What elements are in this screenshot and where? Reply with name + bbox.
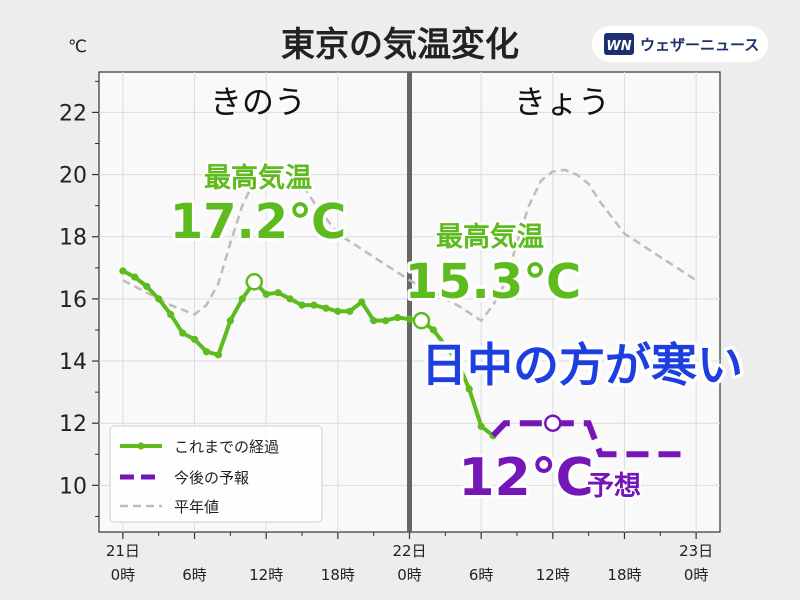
- forecast-value: 12℃: [458, 448, 593, 508]
- observed-point: [429, 326, 437, 334]
- x-tick-label-hour: 12時: [536, 566, 570, 584]
- series-observed: [119, 267, 497, 440]
- normal-line: [122, 168, 697, 323]
- logo-pill: [592, 26, 768, 62]
- today-max-value: 15.3℃: [405, 254, 582, 310]
- observed-point: [358, 298, 366, 306]
- observed-point: [334, 307, 342, 315]
- y-unit-label: ℃: [68, 37, 87, 57]
- highlight-marker: [412, 311, 431, 330]
- logo-brand: ウェザーニュース: [640, 36, 759, 54]
- observed-point: [298, 301, 306, 309]
- observed-point: [119, 267, 127, 275]
- x-tick-label-day: 21日: [106, 542, 140, 560]
- observed-point: [131, 273, 139, 281]
- day-label-today: きょう: [514, 83, 610, 121]
- observed-point: [143, 282, 151, 291]
- legend-observed-marker: [137, 442, 145, 450]
- observed-point: [155, 295, 163, 303]
- legend-normal-label: 平年値: [174, 498, 219, 516]
- y-axis-ticks: 10 12 14 16 18 20 22: [59, 80, 99, 517]
- y-tick-label: 14: [59, 350, 87, 375]
- observed-point: [167, 310, 175, 319]
- observed-point: [238, 295, 246, 303]
- observed-point: [214, 351, 223, 359]
- observed-point: [346, 307, 354, 315]
- x-tick-label-hour: 12時: [249, 566, 283, 584]
- x-tick-label-hour: 0時: [684, 566, 709, 584]
- legend-forecast-label: 今後の予報: [174, 469, 249, 487]
- highlight-marker: [544, 414, 562, 432]
- y-tick-label: 18: [59, 226, 87, 251]
- y-tick-label: 16: [59, 288, 87, 313]
- x-tick-label-hour: 0時: [397, 566, 422, 584]
- x-axis-ticks: 21日 0時 6時 12時 18時 22日 0時 6時 12時 18時 23日 0時: [106, 532, 713, 584]
- x-tick-label-hour: 18時: [321, 566, 355, 584]
- yesterday-max-value: 17.2℃: [170, 194, 347, 250]
- observed-point: [441, 341, 449, 350]
- observed-point: [274, 289, 282, 297]
- legend-box: [109, 425, 323, 523]
- observed-point: [370, 317, 378, 325]
- logo-mark-icon: [604, 33, 634, 55]
- legend: これまでの経過 今後の予報 平年値: [109, 425, 323, 523]
- observed-point: [286, 295, 294, 303]
- weathernews-logo: WN ウェザーニュース: [592, 26, 768, 62]
- highlight-marker: [245, 273, 263, 291]
- observed-point: [202, 348, 211, 356]
- logo-mark: WN: [606, 39, 631, 54]
- forecast-word: 予想: [587, 471, 641, 502]
- observed-point: [405, 315, 414, 323]
- x-tick-label-day: 23日: [679, 542, 713, 560]
- headline-text: 日中の方が寒い: [421, 338, 743, 392]
- observed-point: [453, 357, 461, 365]
- y-tick-label: 20: [59, 164, 87, 189]
- yesterday-max-label: 最高気温: [204, 162, 312, 194]
- x-tick-label-day: 22日: [392, 542, 426, 560]
- series-normal: [122, 168, 697, 323]
- observed-point: [465, 385, 473, 393]
- observed-point: [310, 301, 318, 309]
- observed-point: [382, 317, 390, 325]
- observed-point: [226, 317, 234, 325]
- y-tick-label: 10: [59, 474, 87, 499]
- forecast-line: [490, 420, 685, 458]
- chart-title: 東京の気温変化: [281, 25, 519, 65]
- x-tick-label-hour: 0時: [111, 566, 136, 584]
- y-tick-label: 22: [59, 101, 87, 126]
- legend-observed-label: これまでの経過: [174, 438, 279, 456]
- highlight-markers: [245, 273, 562, 432]
- today-max-label: 最高気温: [436, 221, 544, 253]
- observed-point: [477, 422, 485, 430]
- observed-point: [393, 313, 402, 322]
- x-tick-label-hour: 6時: [469, 566, 494, 584]
- day-label-yesterday: きのう: [210, 83, 306, 121]
- series-forecast: [490, 420, 685, 458]
- y-tick-label: 12: [59, 412, 87, 437]
- x-tick-label-hour: 18時: [607, 566, 641, 584]
- observed-point: [190, 335, 199, 343]
- x-tick-label-hour: 6時: [182, 566, 207, 584]
- observed-point: [322, 304, 330, 312]
- observed-point: [262, 290, 270, 298]
- observed-point: [178, 329, 187, 337]
